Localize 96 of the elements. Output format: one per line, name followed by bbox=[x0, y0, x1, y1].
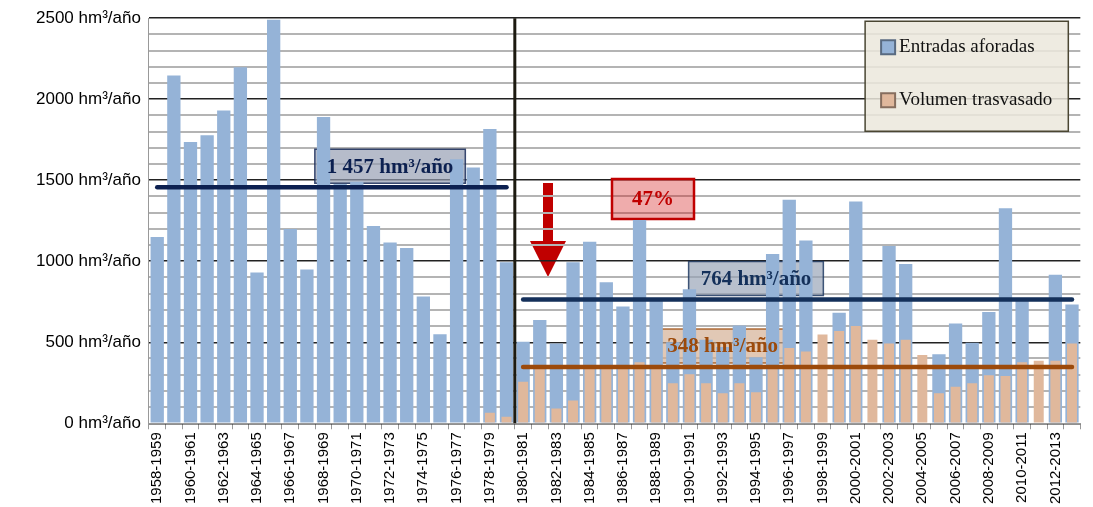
y-tick-label: 0 hm³/año bbox=[64, 412, 141, 432]
bar bbox=[933, 393, 944, 423]
x-tick-label: 1980-1981 bbox=[513, 432, 531, 504]
bar bbox=[333, 183, 347, 423]
bar bbox=[183, 141, 198, 423]
x-tick-label: 1978-1979 bbox=[480, 432, 498, 504]
bar bbox=[200, 135, 214, 423]
bar bbox=[784, 347, 795, 423]
bar bbox=[701, 383, 712, 423]
legend-label: Volumen trasvasado bbox=[899, 88, 1053, 110]
x-tick-label: 2012-2013 bbox=[1045, 432, 1063, 504]
bar bbox=[400, 248, 414, 423]
bar bbox=[433, 334, 447, 423]
x-tick-label: 1974-1975 bbox=[413, 432, 431, 504]
x-tick-label: 1962-1963 bbox=[213, 432, 231, 504]
bar bbox=[1033, 360, 1044, 423]
bar bbox=[383, 242, 397, 423]
bar bbox=[466, 167, 480, 423]
bar bbox=[366, 226, 381, 423]
bar bbox=[834, 330, 845, 423]
x-tick-label: 1984-1985 bbox=[579, 432, 597, 504]
bar bbox=[300, 269, 314, 423]
bar bbox=[867, 339, 878, 423]
bar bbox=[850, 326, 861, 423]
bar bbox=[983, 375, 994, 423]
x-tick-label: 2004-2005 bbox=[912, 432, 930, 504]
bar bbox=[617, 368, 628, 423]
bar bbox=[967, 383, 978, 423]
bar bbox=[551, 408, 562, 423]
bar bbox=[767, 368, 778, 423]
y-tick-label: 500 hm³/año bbox=[45, 331, 141, 351]
bar bbox=[684, 374, 695, 423]
bar bbox=[483, 129, 497, 423]
x-tick-label: 1988-1989 bbox=[646, 432, 664, 504]
x-tick-label: 2002-2003 bbox=[879, 432, 897, 504]
bar bbox=[900, 339, 911, 423]
bar bbox=[634, 362, 645, 423]
bar bbox=[1050, 360, 1061, 423]
x-tick-label: 1982-1983 bbox=[546, 432, 564, 504]
bar bbox=[800, 351, 811, 423]
x-tick-label: 2008-2009 bbox=[978, 432, 996, 504]
annotation: 764 hm³/año bbox=[700, 265, 812, 290]
bar bbox=[484, 412, 495, 423]
x-tick-label: 1986-1987 bbox=[613, 432, 631, 504]
x-tick-label: 1964-1965 bbox=[247, 432, 265, 504]
annotation: 47% bbox=[632, 186, 674, 211]
x-tick-label: 1992-1993 bbox=[712, 432, 730, 504]
bar bbox=[501, 416, 512, 423]
bar bbox=[584, 368, 595, 423]
x-tick-label: 1998-1999 bbox=[812, 432, 830, 504]
bar bbox=[518, 381, 529, 423]
bar bbox=[534, 368, 545, 423]
bar bbox=[601, 368, 612, 423]
x-tick-label: 1996-1997 bbox=[779, 432, 797, 504]
bar bbox=[1067, 343, 1077, 423]
bar bbox=[884, 343, 895, 423]
annotation: 348 hm³/año bbox=[667, 333, 779, 358]
legend-label: Entradas aforadas bbox=[899, 35, 1035, 57]
x-tick-label: 1976-1977 bbox=[446, 432, 464, 504]
x-tick-label: 1958-1959 bbox=[147, 432, 165, 504]
bar bbox=[917, 355, 928, 423]
annotation: 1 457 hm³/año bbox=[326, 153, 454, 178]
bar bbox=[217, 110, 231, 423]
bar bbox=[667, 383, 678, 423]
x-tick-label: 2006-2007 bbox=[945, 432, 963, 504]
x-tick-label: 1972-1973 bbox=[380, 432, 398, 504]
bar bbox=[717, 393, 728, 423]
bar bbox=[817, 334, 828, 423]
x-tick-label: 1966-1967 bbox=[280, 432, 298, 504]
bar bbox=[250, 272, 264, 423]
bar bbox=[734, 383, 745, 423]
x-tick-label: 2010-2011 bbox=[1012, 432, 1030, 503]
y-tick-label: 2500 hm³/año bbox=[36, 7, 141, 27]
bar bbox=[950, 386, 961, 423]
bar bbox=[267, 19, 281, 423]
bar bbox=[350, 181, 364, 423]
bar bbox=[568, 400, 579, 423]
bar bbox=[651, 368, 662, 423]
x-tick-label: 1968-1969 bbox=[313, 432, 331, 504]
bar bbox=[283, 229, 297, 423]
y-tick-label: 1500 hm³/año bbox=[36, 169, 141, 189]
bar bbox=[233, 67, 248, 423]
x-tick-label: 1970-1971 bbox=[346, 432, 364, 504]
x-tick-label: 1960-1961 bbox=[180, 432, 198, 504]
y-tick-label: 2000 hm³/año bbox=[36, 88, 141, 108]
y-tick-label: 1000 hm³/año bbox=[36, 250, 141, 270]
x-tick-label: 2000-2001 bbox=[845, 432, 863, 504]
x-tick-label: 1990-1991 bbox=[679, 432, 697, 504]
x-tick-label: 1994-1995 bbox=[746, 432, 764, 504]
bar bbox=[150, 236, 164, 423]
bar bbox=[1000, 375, 1011, 423]
bar bbox=[499, 262, 514, 423]
bar bbox=[416, 296, 430, 423]
bar bbox=[751, 392, 761, 423]
bar bbox=[167, 75, 181, 423]
bar bbox=[1017, 362, 1028, 423]
